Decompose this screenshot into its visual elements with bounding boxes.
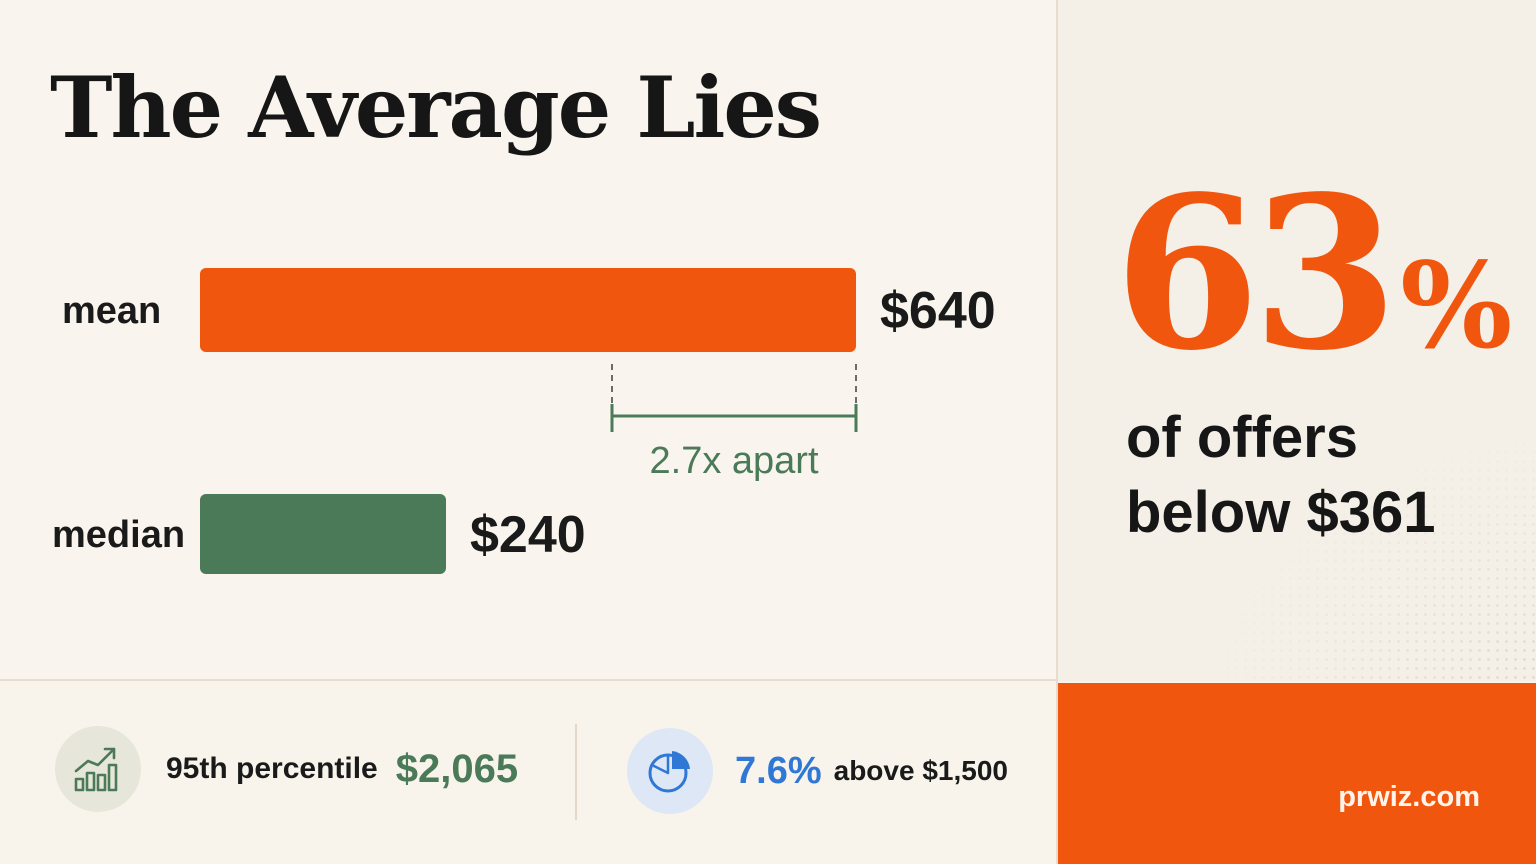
stat-value: $2,065 [395,746,519,791]
highlight-percent-symbol: % [1400,236,1513,375]
gap-annotation: 2.7x apart [650,440,819,482]
highlight-number: 63 [1114,150,1398,397]
stat-95th-percentile: 95th percentile $2,065 [55,726,518,812]
stat-above-1500: 7.6% above $1,500 [627,728,1008,814]
highlight-percent: 63% [1114,150,1512,397]
brand-link[interactable]: prwiz.com [1338,781,1480,813]
stat-label: above $1,500 [833,755,1008,786]
bar-label-mean: mean [62,290,161,332]
bar-value-median: $240 [470,506,586,564]
pie-chart-icon [627,728,713,814]
bar-mean [200,268,856,352]
stat-value: 7.6% [735,749,822,792]
page-title: The Average Lies [50,58,822,157]
highlight-caption-line1: of offers [1126,405,1358,470]
stat-label: 95th percentile [166,752,378,785]
stat-separator [575,724,577,820]
bar-label-median: median [52,514,185,556]
dot-pattern [1196,421,1536,681]
highlight-caption: of offers below $361 [1126,400,1435,550]
bar-value-mean: $640 [880,282,996,340]
brand-block: prwiz.com [1058,683,1536,864]
highlight-caption-line2: below $361 [1126,480,1436,545]
horizontal-divider [0,679,1058,681]
chart-growth-icon [55,726,141,812]
bar-median [200,494,446,574]
vertical-divider [1056,0,1058,864]
bar-chart: mean $640 median $240 2.7x apart [52,268,996,574]
side-panel [1058,0,1536,681]
